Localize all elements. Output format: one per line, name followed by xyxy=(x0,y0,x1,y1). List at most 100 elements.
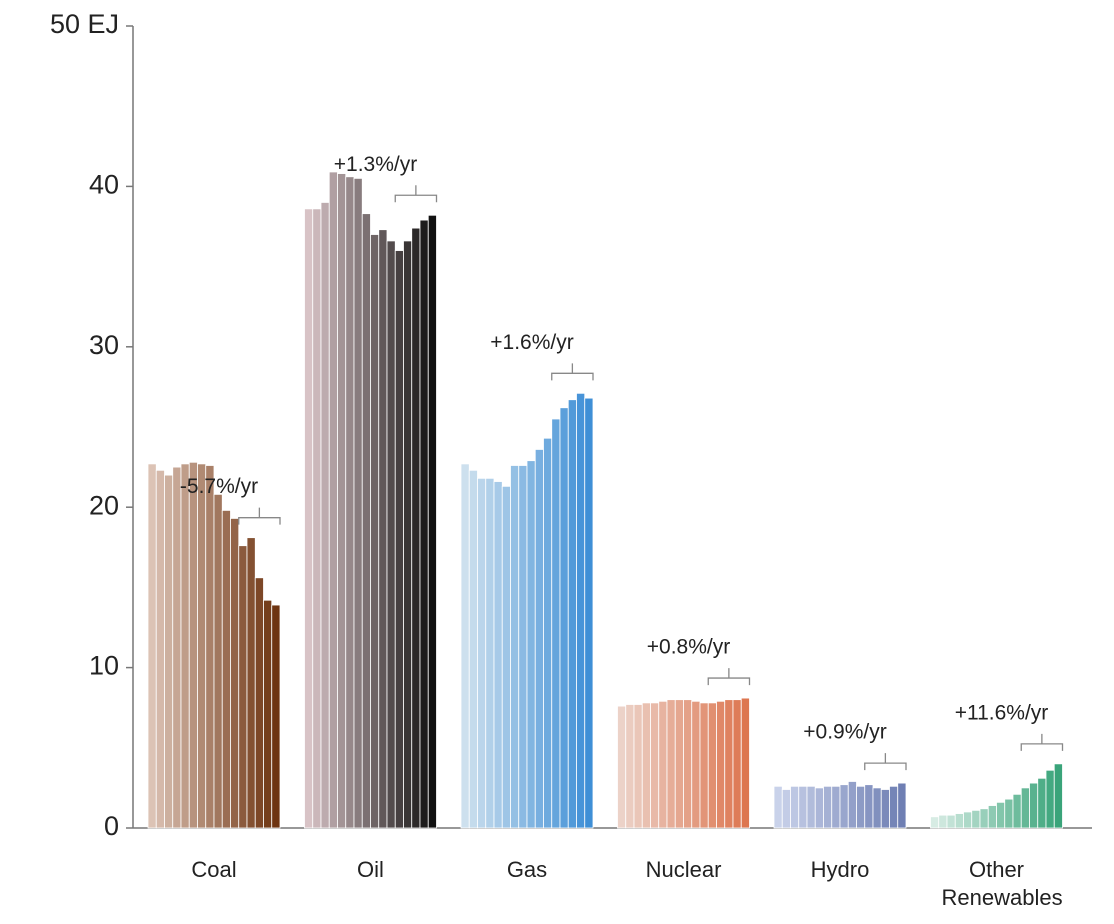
bar xyxy=(205,465,215,829)
bar xyxy=(814,787,824,829)
bar xyxy=(996,801,1006,829)
bar xyxy=(872,787,882,829)
bar xyxy=(823,785,833,829)
bar xyxy=(856,785,866,829)
bar xyxy=(971,809,981,829)
bar xyxy=(304,208,314,829)
bar xyxy=(781,789,791,829)
bar xyxy=(617,705,627,829)
bar xyxy=(707,702,717,829)
bar xyxy=(238,545,248,829)
bar xyxy=(724,699,734,829)
bar xyxy=(419,219,429,829)
bracket xyxy=(1020,733,1064,751)
bar xyxy=(164,474,174,829)
bar xyxy=(847,781,857,829)
bar xyxy=(213,493,223,829)
bar xyxy=(1020,787,1030,829)
bar xyxy=(485,477,495,829)
annotation: +1.6%/yr xyxy=(490,331,573,354)
annotation: -5.7%/yr xyxy=(180,475,258,498)
bar xyxy=(1037,777,1047,829)
bar xyxy=(979,808,989,829)
x-tick-label: Other Renewables xyxy=(941,857,1063,910)
bar xyxy=(790,785,800,829)
bar xyxy=(518,465,528,829)
y-tick-label: 30 xyxy=(89,330,119,360)
bar xyxy=(172,466,182,829)
bar xyxy=(633,704,643,829)
bar xyxy=(1053,763,1063,829)
bracket xyxy=(238,507,281,525)
bar xyxy=(839,784,849,829)
annotation: +0.9%/yr xyxy=(803,721,886,744)
bar xyxy=(650,702,660,829)
bar xyxy=(370,234,380,829)
y-tick-label: 20 xyxy=(89,490,119,520)
bar xyxy=(328,171,338,829)
bar xyxy=(246,537,256,829)
y-tick-label: 10 xyxy=(89,651,119,681)
bar xyxy=(386,240,396,829)
bar xyxy=(221,510,231,829)
bar xyxy=(584,397,594,829)
x-tick-label: Gas xyxy=(506,857,548,882)
bar xyxy=(394,250,404,829)
bar xyxy=(1029,782,1039,829)
bar xyxy=(897,782,907,829)
bar xyxy=(880,789,890,829)
y-tick-label: 40 xyxy=(89,170,119,200)
bar xyxy=(567,399,577,829)
bar xyxy=(987,805,997,829)
bar xyxy=(930,816,940,829)
bar xyxy=(271,604,281,829)
bar xyxy=(197,463,207,829)
bar xyxy=(254,577,264,829)
bar xyxy=(147,463,157,829)
bar xyxy=(345,176,355,829)
bar xyxy=(691,700,701,829)
bar xyxy=(320,202,330,829)
bar xyxy=(501,485,511,829)
bar xyxy=(740,697,750,829)
bar xyxy=(460,463,470,829)
bar xyxy=(468,469,478,829)
bar xyxy=(180,463,190,829)
bar xyxy=(551,418,561,829)
bar xyxy=(188,461,198,829)
bar xyxy=(155,469,165,829)
annotation: +0.8%/yr xyxy=(647,636,730,659)
bar xyxy=(263,599,273,829)
bracket xyxy=(551,363,594,381)
x-tick-label: Nuclear xyxy=(645,857,722,882)
bar xyxy=(954,813,964,829)
bar xyxy=(699,702,709,829)
bar xyxy=(864,784,874,829)
bar xyxy=(510,465,520,829)
bar xyxy=(946,814,956,829)
bar xyxy=(938,814,948,829)
bracket xyxy=(394,185,438,203)
bar xyxy=(773,785,783,829)
bar xyxy=(798,785,808,829)
bar xyxy=(526,460,536,829)
bar xyxy=(312,208,322,829)
bar xyxy=(378,229,388,829)
bar xyxy=(543,437,553,829)
bar xyxy=(493,481,503,829)
bar xyxy=(683,699,693,829)
bar xyxy=(625,704,635,829)
bar xyxy=(230,518,240,829)
bar xyxy=(477,477,487,829)
bar xyxy=(963,811,973,829)
y-tick-label: 0 xyxy=(104,811,119,841)
bar xyxy=(732,699,742,829)
bar xyxy=(411,227,421,829)
bar xyxy=(337,173,347,829)
x-tick-label: Hydro xyxy=(810,857,870,882)
bar xyxy=(403,240,413,829)
bar xyxy=(641,702,651,829)
x-tick-label: Oil xyxy=(357,857,384,882)
bar xyxy=(716,700,726,829)
bar xyxy=(889,785,899,829)
